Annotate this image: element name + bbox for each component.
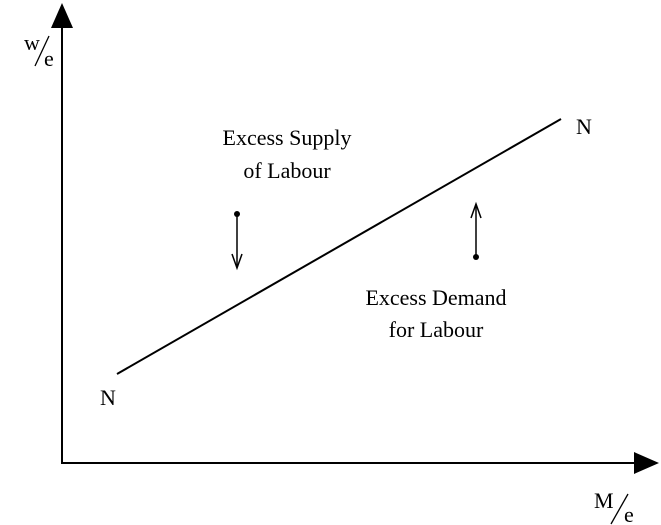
curve-start-label: N (100, 385, 116, 410)
y-label-denominator: e (44, 46, 54, 71)
x-label-denominator: e (624, 502, 634, 525)
y-label-slash (34, 35, 50, 67)
region-text: of Labour (243, 158, 331, 183)
up-arrow-head (470, 201, 482, 219)
x-axis-arrow (634, 452, 659, 474)
x-label-numerator: M (594, 488, 614, 513)
region-text: Excess Supply (223, 125, 352, 150)
region-text: Excess Demand (365, 285, 506, 310)
y-label-numerator: w (24, 30, 40, 55)
y-axis-arrow (51, 3, 73, 28)
region-text: for Labour (389, 317, 484, 342)
x-label-slash (610, 493, 629, 525)
nn-line (116, 118, 562, 375)
down-arrow-head (231, 253, 243, 271)
curve-end-label: N (576, 114, 592, 139)
